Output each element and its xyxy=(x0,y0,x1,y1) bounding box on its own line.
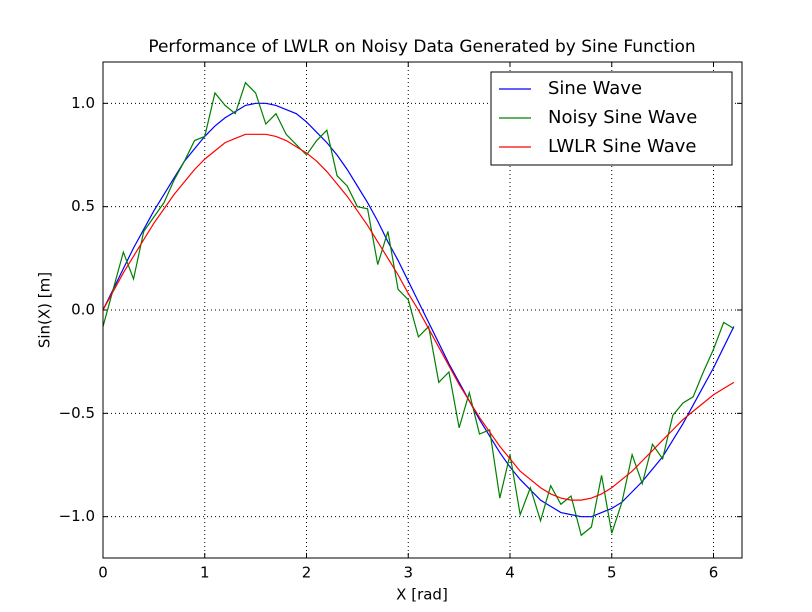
legend-box xyxy=(490,71,733,166)
x-tick-label: 6 xyxy=(709,564,719,582)
legend-label: Noisy Sine Wave xyxy=(548,107,697,128)
y-tick-label: −1.0 xyxy=(59,507,95,525)
x-tick-label: 0 xyxy=(98,564,108,582)
x-axis-label: X [rad] xyxy=(396,586,448,604)
series-line xyxy=(103,133,735,501)
x-tick-label: 1 xyxy=(200,564,210,582)
plot-frame xyxy=(102,61,743,559)
y-axis-label: Sin(X) [m] xyxy=(36,272,54,348)
x-tick-label: 3 xyxy=(403,564,413,582)
y-tick-label: 0.5 xyxy=(71,197,95,215)
y-tick-label: 0.0 xyxy=(71,301,95,319)
x-tick-label: 2 xyxy=(302,564,312,582)
y-tick-label: 1.0 xyxy=(71,94,95,112)
chart-title: Performance of LWLR on Noisy Data Genera… xyxy=(148,37,695,57)
x-tick-label: 4 xyxy=(505,564,515,582)
y-tick-label: −0.5 xyxy=(59,404,95,422)
series-line xyxy=(103,102,735,518)
legend-label: Sine Wave xyxy=(548,78,642,99)
x-tick-label: 5 xyxy=(607,564,617,582)
legend-label: LWLR Sine Wave xyxy=(548,136,696,157)
series-line xyxy=(103,81,735,537)
